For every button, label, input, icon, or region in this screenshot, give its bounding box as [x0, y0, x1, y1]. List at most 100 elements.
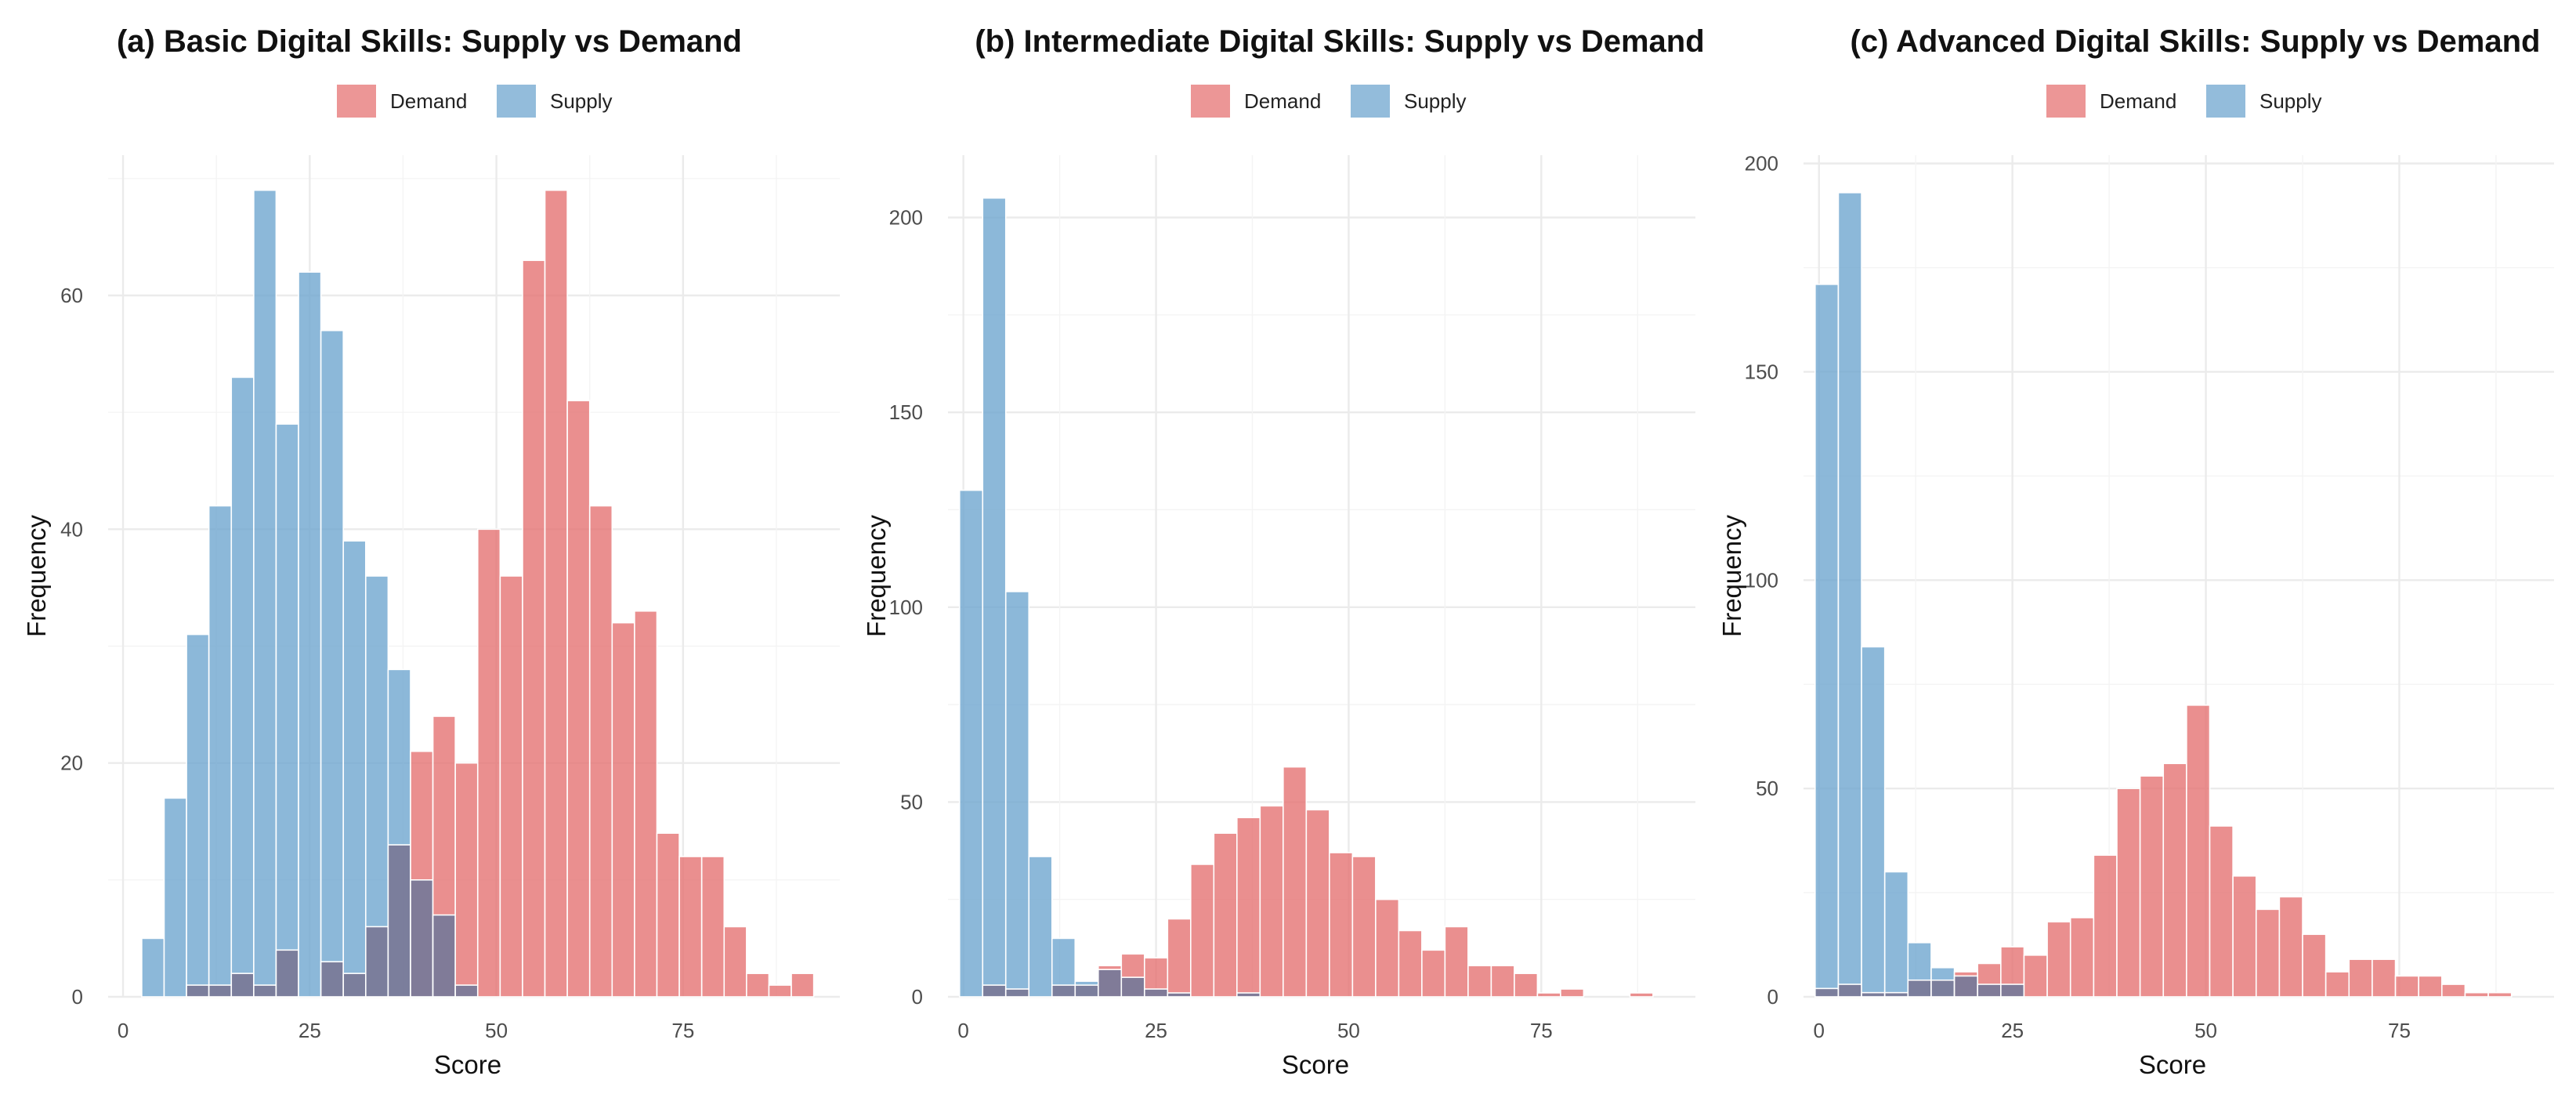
x-axis-label: Score	[2139, 1050, 2206, 1079]
bar-demand	[723, 925, 747, 998]
x-tick-label: 50	[2194, 1019, 2217, 1042]
bar-demand	[2394, 975, 2419, 998]
x-axis-label: Score	[434, 1050, 501, 1079]
bar-demand	[2418, 975, 2443, 998]
legend-label-supply: Supply	[1404, 89, 1467, 113]
bar-supply	[1861, 646, 1886, 998]
bar-demand	[2139, 775, 2165, 998]
bar-demand	[1490, 965, 1515, 998]
x-tick-label: 25	[2001, 1019, 2024, 1042]
bar-demand	[499, 575, 523, 998]
legend-swatch-demand	[1191, 85, 1230, 118]
chart-title: (c) Advanced Digital Skills: Supply vs D…	[1851, 24, 2541, 59]
bar-demand	[678, 856, 703, 998]
x-tick-label: 25	[298, 1019, 321, 1042]
bar-demand	[2232, 875, 2257, 998]
bar-demand	[1398, 929, 1423, 998]
legend: Demand Supply	[337, 85, 613, 118]
tick-labels: 0 50 100 150 200 0 25 50 75	[889, 206, 1553, 1042]
bar-demand	[2093, 854, 2118, 998]
chart-panel-3: (c) Advanced Digital Skills: Supply vs D…	[1717, 24, 2554, 1079]
bar-demand	[1305, 809, 1330, 998]
x-tick-label: 75	[671, 1019, 694, 1042]
bar-demand	[544, 189, 568, 998]
legend-swatch-supply	[2206, 85, 2245, 118]
bar-supply	[163, 797, 187, 998]
bar-supply	[1814, 284, 1840, 998]
bar-overlap	[1814, 987, 1840, 998]
x-tick-label: 0	[118, 1019, 128, 1042]
bar-demand	[1375, 898, 1400, 998]
x-tick-label: 75	[2388, 1019, 2411, 1042]
bar-demand	[2046, 921, 2071, 998]
bar-overlap	[253, 984, 277, 998]
bar-supply	[982, 197, 1007, 998]
bar-demand	[1514, 973, 1539, 998]
y-tick-label: 0	[72, 985, 83, 1009]
bar-demand	[746, 973, 770, 998]
legend-label-demand: Demand	[1244, 89, 1321, 113]
legend-label-supply: Supply	[550, 89, 613, 113]
bar-demand	[1421, 949, 1446, 998]
bar-demand	[2440, 983, 2466, 998]
legend: Demand Supply	[2046, 85, 2322, 118]
bar-demand	[2023, 954, 2048, 998]
bar-demand	[1629, 992, 1654, 998]
bar-demand	[1236, 817, 1261, 998]
y-axis-label: Frequency	[1717, 515, 1746, 637]
bar-overlap	[1861, 991, 1886, 998]
y-tick-label: 0	[1767, 985, 1778, 1009]
bar-demand	[588, 505, 613, 998]
bar-overlap	[1930, 979, 1956, 998]
bar-demand	[634, 610, 658, 998]
bar-demand	[1167, 918, 1192, 998]
bar-overlap	[1907, 979, 1932, 998]
bar-demand	[2255, 908, 2281, 998]
y-tick-label: 0	[912, 985, 923, 1009]
bar-overlap	[454, 984, 479, 998]
bar-demand	[2302, 933, 2327, 998]
bar-demand	[791, 973, 815, 998]
x-tick-label: 25	[1145, 1019, 1167, 1042]
gridlines	[1804, 155, 2554, 998]
bar-demand	[1536, 992, 1561, 998]
bar-demand	[611, 621, 635, 998]
y-tick-label: 100	[889, 596, 923, 619]
legend-label-supply: Supply	[2259, 89, 2322, 113]
bar-supply	[1028, 856, 1053, 998]
bar-demand	[2278, 896, 2303, 998]
bar-demand	[1351, 856, 1377, 998]
bar-supply	[186, 633, 210, 998]
bar-supply	[342, 540, 367, 998]
bar-demand	[2325, 971, 2350, 998]
bar-supply	[230, 376, 255, 998]
bar-supply	[298, 271, 322, 998]
bar-overlap	[1953, 975, 1979, 998]
bar-overlap	[186, 984, 210, 998]
y-tick-label: 20	[60, 752, 83, 775]
bar-supply	[141, 937, 165, 998]
bar-overlap	[1004, 988, 1030, 998]
bar-overlap	[1167, 992, 1192, 998]
bar-overlap	[208, 984, 233, 998]
bar-demand	[656, 832, 680, 998]
bar-overlap	[1883, 991, 1909, 998]
bar-overlap	[1051, 984, 1076, 998]
legend: Demand Supply	[1191, 85, 1467, 118]
bars	[958, 197, 1654, 998]
bar-overlap	[320, 961, 345, 998]
bar-demand	[454, 762, 479, 998]
bar-supply	[275, 423, 299, 998]
bar-overlap	[1837, 983, 1862, 998]
bar-demand	[1444, 925, 1469, 998]
bar-demand	[2162, 762, 2187, 998]
y-tick-label: 100	[1745, 568, 1778, 592]
bar-demand	[2464, 991, 2489, 998]
bar-demand	[2348, 958, 2373, 998]
bar-demand	[1560, 988, 1585, 998]
x-axis-label: Score	[1282, 1050, 1349, 1079]
bar-overlap	[1143, 988, 1169, 998]
bar-demand	[2372, 958, 2397, 998]
bar-demand	[768, 984, 792, 998]
bar-demand	[476, 528, 501, 998]
